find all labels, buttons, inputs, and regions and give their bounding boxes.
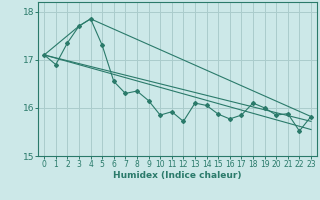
X-axis label: Humidex (Indice chaleur): Humidex (Indice chaleur) — [113, 171, 242, 180]
